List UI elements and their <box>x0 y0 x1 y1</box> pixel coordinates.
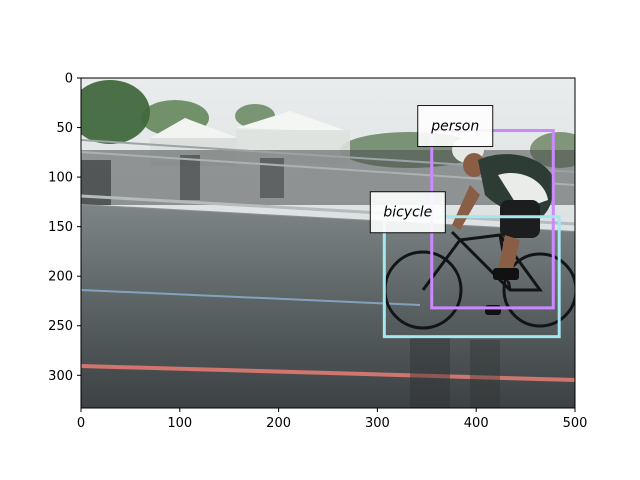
person-label-box <box>417 105 494 148</box>
x-tick-label: 500 <box>563 416 588 431</box>
x-tick-label: 0 <box>77 416 85 431</box>
x-tick-label: 400 <box>464 416 489 431</box>
cyclist-photo <box>81 78 575 408</box>
axes-frame <box>80 77 576 409</box>
x-tick-label: 100 <box>167 416 192 431</box>
x-tick-label: 300 <box>365 416 390 431</box>
y-tick-label: 100 <box>48 171 73 186</box>
y-tick-label: 250 <box>48 319 73 334</box>
bicycle-label-box <box>369 191 446 234</box>
person-label-text: person <box>430 119 479 135</box>
y-tick-label: 50 <box>56 121 73 136</box>
x-axis-ticks: 0 100 200 300 400 500 <box>77 408 588 431</box>
y-axis-ticks: 0 50 100 150 200 250 300 <box>48 72 81 384</box>
y-tick-label: 300 <box>48 369 73 384</box>
y-tick-label: 0 <box>65 72 73 87</box>
bicycle-label-text: bicycle <box>383 205 432 221</box>
y-tick-label: 150 <box>48 220 73 235</box>
x-tick-label: 200 <box>266 416 291 431</box>
y-tick-label: 200 <box>48 270 73 285</box>
detection-overlays: person bicycle <box>369 105 561 339</box>
bicycle-bounding-box <box>382 215 561 339</box>
